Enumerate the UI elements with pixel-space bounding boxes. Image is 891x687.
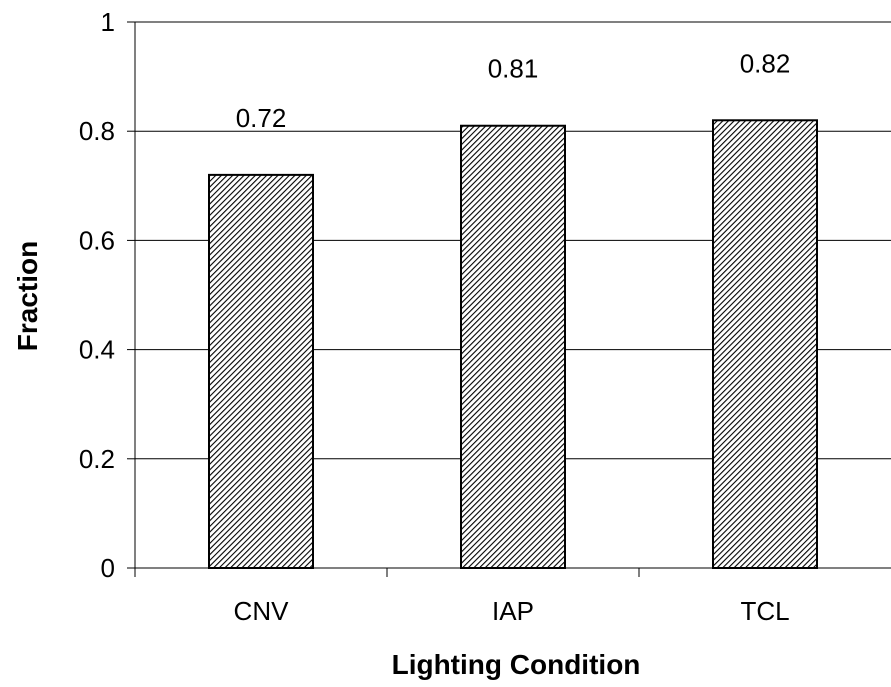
- x-axis-title: Lighting Condition: [392, 649, 641, 680]
- y-tick-label: 1: [101, 7, 115, 37]
- y-tick-label: 0.8: [79, 116, 115, 146]
- x-tick-label: TCL: [740, 596, 789, 626]
- x-tick-label: IAP: [492, 596, 534, 626]
- bar: [460, 124, 566, 570]
- x-tick-label: CNV: [234, 596, 290, 626]
- y-tick-label: 0.2: [79, 444, 115, 474]
- bar: [208, 173, 314, 569]
- data-label: 0.82: [740, 48, 791, 78]
- axes: [127, 21, 891, 577]
- y-tick-label: 0: [101, 553, 115, 583]
- data-label: 0.81: [488, 54, 539, 84]
- y-axis-title: Fraction: [12, 241, 43, 351]
- bars: [208, 119, 818, 570]
- y-tick-label: 0.4: [79, 335, 115, 365]
- data-label: 0.72: [236, 103, 287, 133]
- y-tick-label: 0.6: [79, 225, 115, 255]
- bar: [712, 119, 818, 569]
